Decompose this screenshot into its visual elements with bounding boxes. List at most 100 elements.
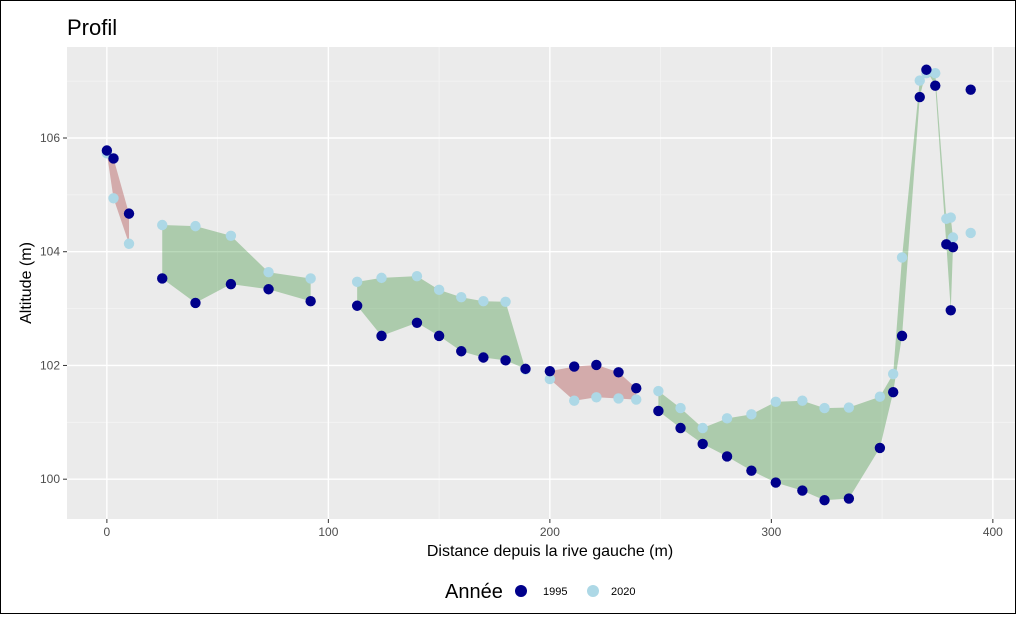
- y-tick-label: 102: [40, 358, 60, 372]
- deposition-ribbon: [357, 276, 526, 370]
- data-point-1995: [746, 465, 757, 476]
- data-point-2020: [675, 402, 686, 414]
- data-point-2020: [697, 422, 708, 434]
- deposition-ribbon: [658, 69, 953, 501]
- data-point-1995: [945, 305, 956, 316]
- data-point-2020: [376, 272, 387, 284]
- legend-label-1995: 1995: [543, 586, 567, 598]
- x-axis: 0 100 200 300 400: [104, 519, 1003, 539]
- data-point-1995: [797, 485, 808, 496]
- data-point-1995: [675, 422, 686, 434]
- data-point-1995: [843, 493, 855, 504]
- data-point-2020: [887, 368, 899, 380]
- x-tick-label: 0: [104, 525, 111, 539]
- data-point-1995: [351, 300, 363, 311]
- data-point-2020: [591, 392, 602, 403]
- data-point-2020: [914, 75, 925, 86]
- data-point-1995: [819, 495, 830, 506]
- data-point-2020: [190, 220, 201, 232]
- data-point-1995: [101, 145, 113, 156]
- x-tick-label: 300: [761, 525, 781, 539]
- data-point-1995: [544, 365, 556, 377]
- data-point-1995: [697, 438, 708, 450]
- y-axis-label: Altitude (m): [18, 242, 35, 324]
- data-point-2020: [746, 409, 757, 420]
- data-point-2020: [874, 391, 886, 402]
- data-point-2020: [945, 212, 956, 223]
- data-point-2020: [721, 413, 733, 424]
- data-point-2020: [157, 219, 168, 231]
- y-tick-label: 100: [40, 472, 60, 486]
- data-point-1995: [613, 367, 624, 378]
- data-point-1995: [225, 278, 237, 290]
- series-1995-points: [101, 64, 976, 506]
- data-point-1995: [305, 295, 316, 307]
- data-point-1995: [520, 363, 531, 375]
- data-point-2020: [123, 238, 135, 249]
- data-point-2020: [613, 393, 624, 404]
- data-point-1995: [930, 80, 941, 91]
- legend: Année 1995 2020: [445, 581, 635, 603]
- legend-label-2020: 2020: [611, 586, 635, 598]
- data-point-1995: [411, 317, 423, 329]
- y-axis: 100 102 104 106: [40, 131, 67, 486]
- data-point-2020: [411, 270, 423, 282]
- chart-title: Profil: [67, 15, 117, 40]
- major-gridlines: [67, 47, 1015, 519]
- data-point-1995: [721, 451, 733, 462]
- x-tick-label: 100: [318, 525, 338, 539]
- data-point-2020: [305, 273, 316, 284]
- data-point-1995: [770, 477, 781, 488]
- data-point-1995: [478, 352, 489, 363]
- data-point-2020: [797, 395, 808, 406]
- data-point-1995: [591, 359, 602, 371]
- data-point-2020: [569, 395, 580, 406]
- legend-key-2020: [587, 585, 599, 597]
- data-point-1995: [965, 84, 976, 95]
- data-point-2020: [930, 67, 941, 79]
- data-point-2020: [433, 284, 445, 296]
- data-point-1995: [376, 330, 387, 342]
- data-point-1995: [914, 91, 925, 103]
- data-point-2020: [770, 396, 781, 408]
- y-tick-label: 106: [40, 131, 60, 145]
- data-point-1995: [896, 330, 908, 342]
- data-point-2020: [263, 266, 274, 278]
- data-point-1995: [108, 153, 119, 164]
- data-point-2020: [478, 295, 489, 307]
- data-point-1995: [653, 405, 664, 417]
- data-point-2020: [544, 373, 556, 385]
- data-point-2020: [965, 227, 976, 239]
- deposition-ribbon: [162, 224, 311, 303]
- data-point-1995: [887, 386, 899, 398]
- data-point-1995: [947, 241, 959, 253]
- data-point-1995: [456, 346, 467, 357]
- data-point-2020: [653, 385, 664, 397]
- data-point-2020: [108, 193, 119, 204]
- data-point-1995: [263, 284, 274, 295]
- data-point-2020: [351, 276, 363, 288]
- data-point-1995: [631, 383, 642, 394]
- legend-title: Année: [445, 581, 503, 603]
- legend-key-1995: [515, 585, 527, 597]
- data-point-1995: [190, 297, 201, 309]
- x-tick-label: 400: [983, 525, 1003, 539]
- y-tick-label: 104: [40, 245, 60, 259]
- data-point-2020: [843, 402, 855, 413]
- data-point-2020: [456, 292, 467, 303]
- data-point-2020: [631, 394, 642, 405]
- data-point-1995: [500, 355, 511, 366]
- data-point-1995: [569, 361, 580, 372]
- minor-gridlines: [67, 47, 1015, 519]
- data-point-1995: [157, 273, 168, 284]
- data-point-2020: [947, 232, 959, 243]
- data-point-2020: [819, 402, 830, 414]
- data-point-2020: [500, 296, 511, 307]
- x-tick-label: 200: [540, 525, 560, 539]
- data-point-1995: [921, 64, 932, 75]
- data-point-1995: [123, 208, 135, 219]
- x-axis-label: Distance depuis la rive gauche (m): [427, 543, 673, 560]
- data-point-1995: [433, 330, 445, 342]
